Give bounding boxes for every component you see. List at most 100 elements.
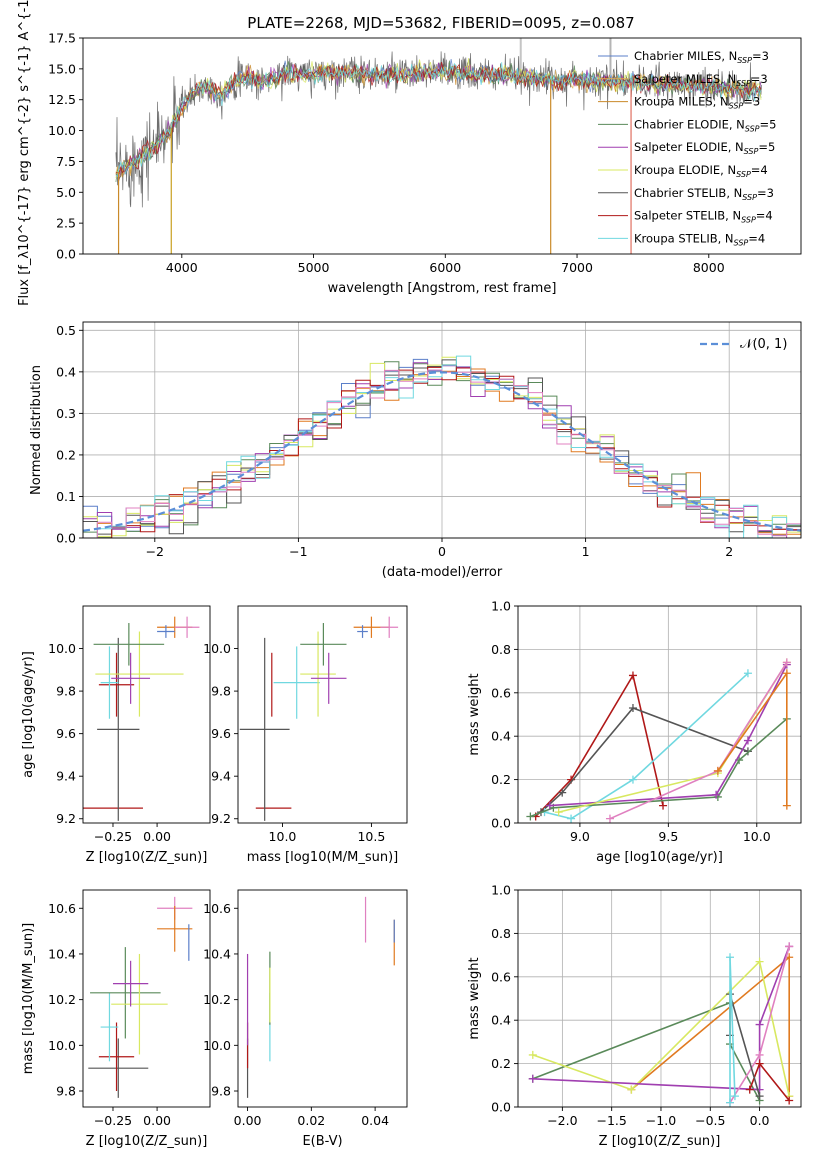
- plus-marker: [628, 775, 637, 784]
- x-tick-label: 0.04: [361, 1113, 389, 1128]
- y-tick-label: 17.5: [48, 31, 76, 46]
- x-tick-label: −0.25: [94, 829, 132, 844]
- y-axis-label: Normed distribution: [29, 365, 44, 495]
- y-tick-label: 10.0: [203, 1038, 231, 1053]
- plot-area: [83, 355, 801, 538]
- plot-area: [526, 658, 791, 823]
- x-tick-label: −0.5: [695, 1113, 725, 1128]
- y-tick-label: 0.5: [56, 323, 76, 338]
- plus-marker: [528, 1074, 537, 1083]
- y-tick-label: 0.8: [491, 926, 511, 941]
- x-tick-label: 0.0: [750, 1113, 770, 1128]
- panel-mass-vs-Z: −0.25 0.00 9.8 10.0 10.2 10.4 10.6 Z [log10(Z/Z…: [21, 889, 211, 1149]
- axes-frame: [82, 605, 211, 824]
- x-axis-label: E(B-V): [302, 1134, 342, 1149]
- series: [554, 658, 791, 817]
- histogram-step: [83, 369, 801, 538]
- x-tick-label: 6000: [429, 260, 461, 275]
- x-axis-label: Z [log10(Z/Z_sun)]: [86, 1134, 208, 1149]
- error-bar-point: [111, 953, 168, 1055]
- plus-marker: [726, 953, 735, 962]
- x-tick-label: 0.00: [143, 1113, 171, 1128]
- panel-massweight-vs-age: 9.0 9.5 10.0 0.0 0.2 0.4 0.6 0.8 1.0 age [log10(a…: [467, 599, 802, 865]
- axes-frame: [517, 605, 802, 824]
- legend: 𝒩(0, 1): [700, 337, 787, 352]
- y-tick-label: 9.6: [211, 726, 231, 741]
- error-bar-point: [310, 652, 347, 704]
- error-bar-point: [90, 947, 161, 1039]
- panel-mass-vs-EBV: 0.00 0.02 0.04 9.8 10.0 10.2 10.4 10.6 E(B-V): [203, 889, 408, 1149]
- y-tick-label: 10.0: [48, 1038, 76, 1053]
- legend-label: Kroupa STELIB, NSSP=4: [634, 231, 765, 247]
- axes-frame: [237, 605, 408, 824]
- error-bar-point: [157, 625, 175, 638]
- error-bar-point: [95, 631, 184, 717]
- axes-frame: [82, 37, 802, 255]
- model-line: [115, 62, 762, 178]
- series: [531, 671, 668, 821]
- y-tick-label: 0.0: [56, 531, 76, 546]
- error-bar-point: [100, 646, 119, 719]
- plus-marker: [528, 1050, 537, 1059]
- y-tick-label: 15.0: [48, 61, 76, 76]
- y-tick-label: 0.2: [56, 447, 76, 462]
- plus-marker: [785, 1096, 794, 1105]
- x-tick-label: 0.00: [143, 829, 171, 844]
- plus-marker: [627, 1085, 636, 1094]
- legend: Chabrier MILES, NSSP=3 Salpeter MILES, NS…: [598, 49, 776, 247]
- y-tick-label: 10.4: [203, 946, 231, 961]
- error-bar-point: [98, 1022, 135, 1092]
- x-tick-label: 8000: [693, 260, 725, 275]
- axes-frame: [82, 889, 211, 1108]
- error-bar-point: [239, 637, 290, 821]
- y-tick-label: 9.2: [211, 811, 231, 826]
- series-line: [530, 718, 788, 818]
- x-axis-label: mass [log10(M/M_sun)]: [247, 850, 399, 865]
- series-line: [558, 661, 788, 813]
- y-tick-label: 0.4: [56, 364, 76, 379]
- x-tick-label: 9.5: [658, 829, 678, 844]
- plot-area: [239, 616, 399, 821]
- y-tick-label: 10.6: [203, 901, 231, 916]
- x-tick-label: 9.0: [570, 829, 590, 844]
- legend-label: Kroupa MILES, NSSP=3: [634, 95, 760, 111]
- model-line: [115, 58, 762, 179]
- plot-area: [246, 896, 395, 1098]
- y-tick-label: 1.0: [491, 883, 511, 898]
- panel-massweight-vs-Z: −2.0 −1.5 −1.0 −0.5 0.0 0.0 0.2 0.4 0.6 0.8 1.0 Z […: [467, 883, 802, 1149]
- legend-label: Chabrier MILES, NSSP=3: [634, 49, 769, 65]
- plus-marker: [712, 790, 721, 799]
- y-axis-label: Flux [f_λ10^{-17} erg cm^{-2} s^{-1} A^{…: [17, 0, 32, 306]
- spike: [609, 38, 612, 76]
- x-tick-label: 0.00: [234, 1113, 262, 1128]
- plus-marker: [743, 669, 752, 678]
- y-tick-label: 9.4: [211, 769, 231, 784]
- y-tick-label: 9.2: [56, 811, 76, 826]
- y-tick-label: 0.2: [491, 1056, 511, 1071]
- x-tick-label: 2: [725, 544, 733, 559]
- plus-marker: [782, 658, 791, 667]
- x-tick-label: −1.0: [646, 1113, 676, 1128]
- series-line: [549, 664, 788, 807]
- error-bar-point: [88, 1038, 149, 1098]
- error-bar-point: [380, 616, 399, 638]
- error-bar-point: [157, 905, 193, 952]
- y-tick-label: 9.8: [211, 684, 231, 699]
- y-axis-label: mass weight: [467, 673, 482, 755]
- series-line: [532, 960, 790, 1097]
- plot-area: [83, 616, 200, 821]
- series-line: [540, 707, 749, 813]
- series: [726, 953, 739, 1107]
- y-tick-label: 10.0: [48, 123, 76, 138]
- x-tick-label: 10.0: [743, 829, 771, 844]
- y-tick-label: 10.6: [48, 901, 76, 916]
- plus-marker: [755, 957, 764, 966]
- series-line: [544, 672, 749, 820]
- error-bar-point: [111, 652, 151, 704]
- x-axis-label: wavelength [Angstrom, rest frame]: [328, 281, 557, 296]
- x-tick-label: 5000: [298, 260, 330, 275]
- y-axis-label: mass weight: [467, 957, 482, 1039]
- plot-area: [88, 896, 193, 1098]
- y-tick-label: 9.4: [56, 769, 76, 784]
